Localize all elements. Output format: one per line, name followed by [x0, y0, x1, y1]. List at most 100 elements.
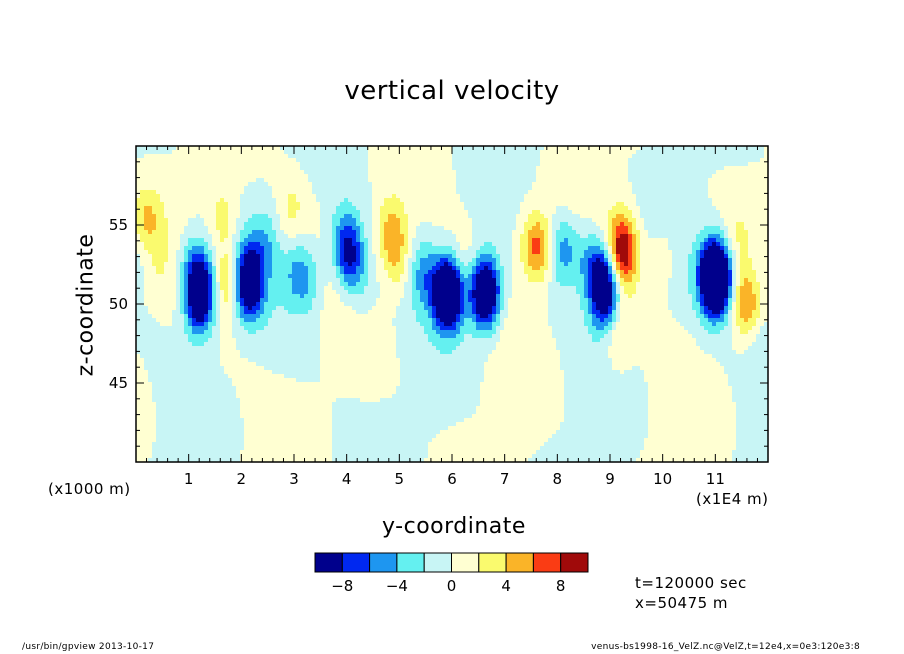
- field-cell: [284, 202, 289, 207]
- field-cell: [408, 166, 413, 171]
- field-cell: [672, 194, 677, 199]
- field-cell: [260, 206, 265, 211]
- field-cell: [484, 254, 489, 259]
- field-cell: [504, 202, 509, 207]
- field-cell: [324, 178, 329, 183]
- field-cell: [392, 270, 397, 275]
- field-cell: [348, 150, 353, 155]
- field-cell: [152, 170, 157, 175]
- field-cell: [300, 258, 305, 263]
- field-cell: [280, 194, 285, 199]
- field-cell: [696, 246, 701, 251]
- field-cell: [168, 198, 173, 203]
- field-cell: [696, 174, 701, 179]
- field-cell: [440, 166, 445, 171]
- field-cell: [312, 186, 317, 191]
- field-cell: [220, 246, 225, 251]
- field-cell: [592, 174, 597, 179]
- field-cell: [456, 154, 461, 159]
- field-cell: [628, 214, 633, 219]
- field-cell: [476, 262, 481, 267]
- field-cell: [460, 270, 465, 275]
- field-cell: [408, 210, 413, 215]
- field-cell: [504, 178, 509, 183]
- field-cell: [268, 214, 273, 219]
- field-cell: [452, 158, 457, 163]
- field-cell: [708, 186, 713, 191]
- field-cell: [232, 250, 237, 255]
- field-cell: [232, 206, 237, 211]
- field-cell: [528, 194, 533, 199]
- field-cell: [644, 250, 649, 255]
- field-cell: [140, 242, 145, 247]
- field-cell: [520, 158, 525, 163]
- field-cell: [188, 226, 193, 231]
- field-cell: [228, 238, 233, 243]
- field-cell: [724, 262, 729, 267]
- field-cell: [288, 166, 293, 171]
- field-cell: [748, 162, 753, 167]
- field-cell: [704, 222, 709, 227]
- field-cell: [656, 190, 661, 195]
- field-cell: [304, 202, 309, 207]
- field-cell: [460, 246, 465, 251]
- field-cell: [740, 170, 745, 175]
- field-cell: [692, 166, 697, 171]
- field-cell: [444, 174, 449, 179]
- field-cell: [476, 254, 481, 259]
- field-cell: [668, 162, 673, 167]
- field-cell: [416, 214, 421, 219]
- field-cell: [600, 250, 605, 255]
- field-cell: [364, 258, 369, 263]
- field-cell: [136, 146, 141, 151]
- field-cell: [696, 222, 701, 227]
- field-cell: [156, 218, 161, 223]
- field-cell: [264, 242, 269, 247]
- field-cell: [408, 214, 413, 219]
- field-cell: [320, 194, 325, 199]
- field-cell: [560, 230, 565, 235]
- field-cell: [520, 222, 525, 227]
- field-cell: [264, 210, 269, 215]
- field-cell: [172, 250, 177, 255]
- field-cell: [524, 158, 529, 163]
- field-cell: [136, 170, 141, 175]
- field-cell: [292, 178, 297, 183]
- field-cell: [600, 162, 605, 167]
- field-cell: [292, 186, 297, 191]
- field-cell: [360, 222, 365, 227]
- field-cell: [160, 270, 165, 275]
- field-cell: [384, 174, 389, 179]
- field-cell: [724, 258, 729, 263]
- field-cell: [496, 166, 501, 171]
- field-cell: [480, 210, 485, 215]
- field-cell: [704, 198, 709, 203]
- field-cell: [208, 186, 213, 191]
- field-cell: [280, 226, 285, 231]
- field-cell: [724, 234, 729, 239]
- field-cell: [456, 262, 461, 267]
- field-cell: [692, 234, 697, 239]
- field-cell: [364, 262, 369, 267]
- field-cell: [420, 254, 425, 259]
- field-cell: [524, 190, 529, 195]
- field-cell: [288, 162, 293, 167]
- field-cell: [308, 198, 313, 203]
- field-cell: [140, 214, 145, 219]
- field-cell: [160, 146, 165, 151]
- field-cell: [524, 214, 529, 219]
- field-cell: [220, 154, 225, 159]
- field-cell: [612, 214, 617, 219]
- field-cell: [756, 170, 761, 175]
- field-cell: [748, 218, 753, 223]
- field-cell: [432, 258, 437, 263]
- field-cell: [316, 226, 321, 231]
- field-cell: [724, 238, 729, 243]
- field-cell: [436, 150, 441, 155]
- field-cell: [656, 158, 661, 163]
- field-cell: [624, 234, 629, 239]
- field-cell: [348, 270, 353, 275]
- field-cell: [416, 198, 421, 203]
- field-cell: [604, 226, 609, 231]
- field-cell: [364, 174, 369, 179]
